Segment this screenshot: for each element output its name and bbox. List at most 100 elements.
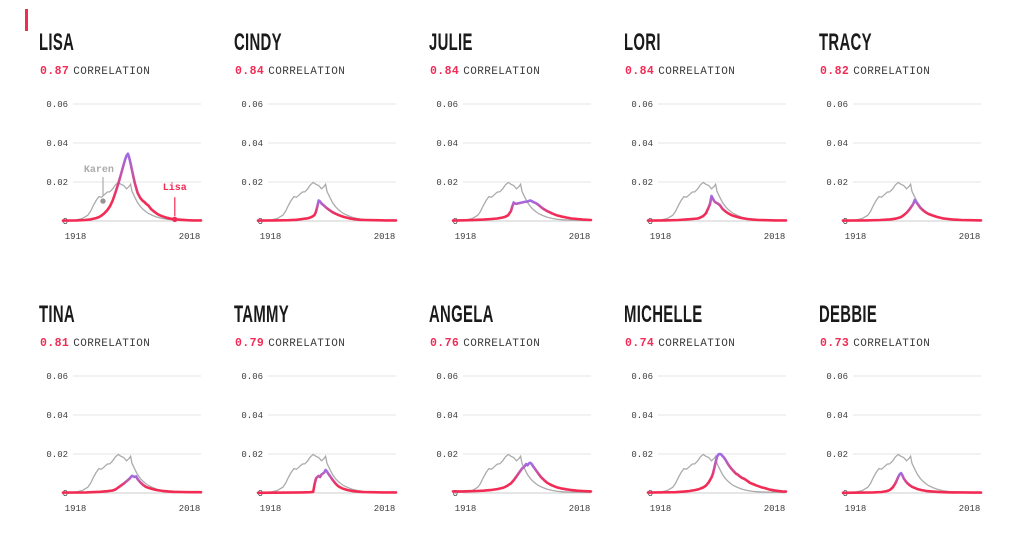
panel-cindy: CINDY 0.84 CORRELATION 0.06 0.04 0.02 0 1918 201… — [230, 28, 416, 258]
panel-angela: ANGELA 0.76 CORRELATION 0.06 0.04 0.02 0 1918 20… — [425, 300, 611, 530]
y-tick-label: 0.02 — [631, 178, 653, 188]
correlation-label: CORRELATION — [658, 338, 736, 350]
y-tick-label: 0.04 — [46, 411, 68, 421]
panel-lori: LORI 0.84 CORRELATION 0.06 0.04 0.02 0 1918 2018 — [620, 28, 806, 258]
x-tick-label: 1918 — [455, 504, 477, 514]
panel-tammy: TAMMY 0.79 CORRELATION 0.06 0.04 0.02 0 1918 201… — [230, 300, 416, 530]
y-tick-label: 0.06 — [46, 100, 68, 110]
x-tick-label: 2018 — [569, 504, 591, 514]
correlation-line: 0.84 CORRELATION — [625, 65, 735, 78]
chart-lori: 0.06 0.04 0.02 0 1918 2018 — [631, 100, 788, 242]
y-tick-label: 0 — [453, 489, 458, 499]
karen-line — [257, 181, 396, 222]
panel-title: MICHELLE — [624, 302, 751, 328]
y-tick-label: 0.04 — [436, 139, 458, 149]
y-tick-label: 0 — [63, 489, 68, 499]
series-line-julie — [451, 199, 593, 222]
y-tick-label: 0.04 — [826, 411, 848, 421]
correlation-value: 0.79 — [235, 337, 265, 350]
y-tick-label: 0.02 — [826, 450, 848, 460]
panel-title-text: JULIE — [429, 29, 473, 56]
panel-julie: JULIE 0.84 CORRELATION 0.06 0.04 0.02 0 1918 201… — [425, 28, 611, 258]
karen-line — [62, 181, 201, 222]
y-tick-label: 0.02 — [826, 178, 848, 188]
correlation-value: 0.73 — [820, 337, 850, 350]
karen-line — [452, 181, 591, 222]
y-tick-label: 0.02 — [46, 178, 68, 188]
x-tick-label: 1918 — [650, 504, 672, 514]
correlation-line: 0.73 CORRELATION — [820, 337, 930, 350]
series-line-tina — [61, 474, 203, 494]
series-line-debbie — [841, 471, 983, 495]
panel-title-text: LISA — [39, 29, 75, 56]
correlation-label: CORRELATION — [853, 338, 931, 350]
correlation-label: CORRELATION — [73, 66, 151, 78]
red-caret-mark — [25, 9, 28, 31]
chart-lisa: 0.06 0.04 0.02 0 1918 2018 Karen Lisa — [46, 100, 203, 242]
correlation-value: 0.81 — [40, 337, 70, 350]
correlation-line: 0.87 CORRELATION — [40, 65, 150, 78]
y-tick-label: 0.04 — [631, 411, 653, 421]
correlation-value: 0.82 — [820, 65, 850, 78]
panel-title: TINA — [39, 302, 97, 328]
series-line-lisa — [61, 152, 203, 222]
correlation-line: 0.82 CORRELATION — [820, 65, 930, 78]
y-tick-label: 0.02 — [241, 450, 263, 460]
y-tick-label: 0.02 — [436, 178, 458, 188]
panel-title-text: TRACY — [819, 29, 872, 56]
chart-julie: 0.06 0.04 0.02 0 1918 2018 — [436, 100, 593, 242]
karen-line — [842, 181, 981, 222]
y-tick-label: 0.04 — [241, 139, 263, 149]
y-tick-label: 0.06 — [241, 372, 263, 382]
panel-title-text: TAMMY — [234, 301, 289, 328]
correlation-label: CORRELATION — [463, 338, 541, 350]
series-line-cindy — [256, 199, 398, 222]
karen-line — [647, 453, 786, 494]
chart-tina: 0.06 0.04 0.02 0 1918 2018 — [46, 372, 203, 514]
series-line-tracy — [841, 198, 983, 222]
correlation-label: CORRELATION — [73, 338, 151, 350]
y-tick-label: 0.06 — [46, 372, 68, 382]
y-tick-label: 0.04 — [241, 411, 263, 421]
y-tick-label: 0 — [648, 489, 653, 499]
correlation-value: 0.84 — [430, 65, 460, 78]
y-tick-label: 0.06 — [436, 372, 458, 382]
y-tick-label: 0 — [63, 217, 68, 227]
x-tick-label: 2018 — [959, 232, 981, 242]
y-tick-label: 0.04 — [46, 139, 68, 149]
panel-title: LISA — [39, 30, 96, 56]
x-tick-label: 1918 — [65, 232, 87, 242]
correlation-value: 0.87 — [40, 65, 70, 78]
y-tick-label: 0 — [843, 217, 848, 227]
panel-title: ANGELA — [429, 302, 533, 328]
x-tick-label: 1918 — [260, 504, 282, 514]
panel-title: DEBBIE — [819, 302, 913, 328]
x-tick-label: 1918 — [260, 232, 282, 242]
y-tick-label: 0.02 — [46, 450, 68, 460]
panel-title: LORI — [624, 30, 683, 56]
x-tick-label: 2018 — [179, 504, 201, 514]
x-tick-label: 2018 — [959, 504, 981, 514]
series-line-angela — [451, 461, 593, 493]
correlation-line: 0.84 CORRELATION — [430, 65, 540, 78]
y-tick-label: 0.02 — [241, 178, 263, 188]
chart-tracy: 0.06 0.04 0.02 0 1918 2018 — [826, 100, 983, 242]
y-tick-label: 0.02 — [631, 450, 653, 460]
annotation-dot-lisa — [172, 216, 178, 223]
panel-title: CINDY — [234, 30, 311, 56]
x-tick-label: 1918 — [65, 504, 87, 514]
annotation-label-karen: Karen — [84, 165, 114, 176]
y-tick-label: 0.06 — [436, 100, 458, 110]
panel-tina: TINA 0.81 CORRELATION 0.06 0.04 0.02 0 1918 2018 — [35, 300, 221, 530]
x-tick-label: 1918 — [845, 504, 867, 514]
panel-title: TRACY — [819, 30, 904, 56]
y-tick-label: 0.04 — [436, 411, 458, 421]
x-tick-label: 1918 — [845, 232, 867, 242]
panel-tracy: TRACY 0.82 CORRELATION 0.06 0.04 0.02 0 1918 201… — [815, 28, 1001, 258]
y-tick-label: 0 — [258, 489, 263, 499]
x-tick-label: 2018 — [374, 232, 396, 242]
y-tick-label: 0 — [258, 217, 263, 227]
y-tick-label: 0.06 — [631, 100, 653, 110]
y-tick-label: 0.06 — [631, 372, 653, 382]
